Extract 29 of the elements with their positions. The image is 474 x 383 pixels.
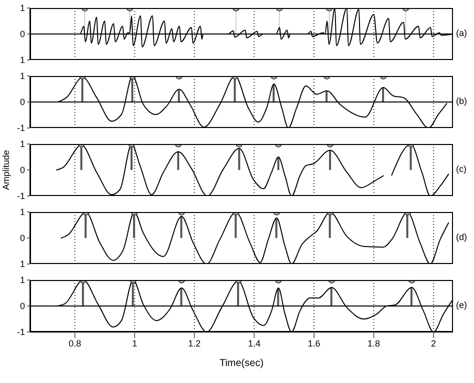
x-tick-label: 2 bbox=[431, 338, 436, 348]
y-axis-title: Amplitude bbox=[1, 148, 11, 192]
text: (e) bbox=[456, 300, 467, 310]
y-tick-label: 1 bbox=[20, 259, 25, 270]
text: (c) bbox=[456, 164, 466, 174]
text: (b) bbox=[456, 96, 467, 106]
text: (d) bbox=[456, 232, 467, 242]
x-tick-label: 1.2 bbox=[188, 338, 201, 348]
y-tick-label: -1 bbox=[16, 191, 25, 202]
y-tick-label: 1 bbox=[20, 275, 25, 286]
y-tick-label: -1 bbox=[16, 327, 25, 338]
y-tick-label: 0 bbox=[20, 233, 25, 244]
y-tick-label: 0 bbox=[20, 97, 25, 108]
y-tick-label: 1 bbox=[20, 139, 25, 150]
y-tick-label: 1 bbox=[20, 71, 25, 82]
y-tick-label: 1 bbox=[20, 3, 25, 14]
x-tick-label: 1.8 bbox=[368, 338, 380, 348]
x-axis-title: Time(sec) bbox=[219, 358, 264, 369]
y-tick-label: 1 bbox=[20, 55, 25, 66]
y-tick-label: 0 bbox=[20, 301, 25, 312]
y-tick-label: 0 bbox=[20, 165, 25, 176]
text: (a) bbox=[456, 28, 467, 38]
x-tick-label: 1 bbox=[132, 338, 138, 348]
y-tick-label: 0 bbox=[20, 29, 25, 40]
x-tick-label: 1.4 bbox=[248, 338, 260, 348]
x-tick-label: 1.6 bbox=[308, 338, 320, 348]
y-tick-label: 1 bbox=[20, 207, 25, 218]
x-tick-label: 0.8 bbox=[68, 338, 82, 348]
y-tick-label: -1 bbox=[16, 123, 25, 134]
